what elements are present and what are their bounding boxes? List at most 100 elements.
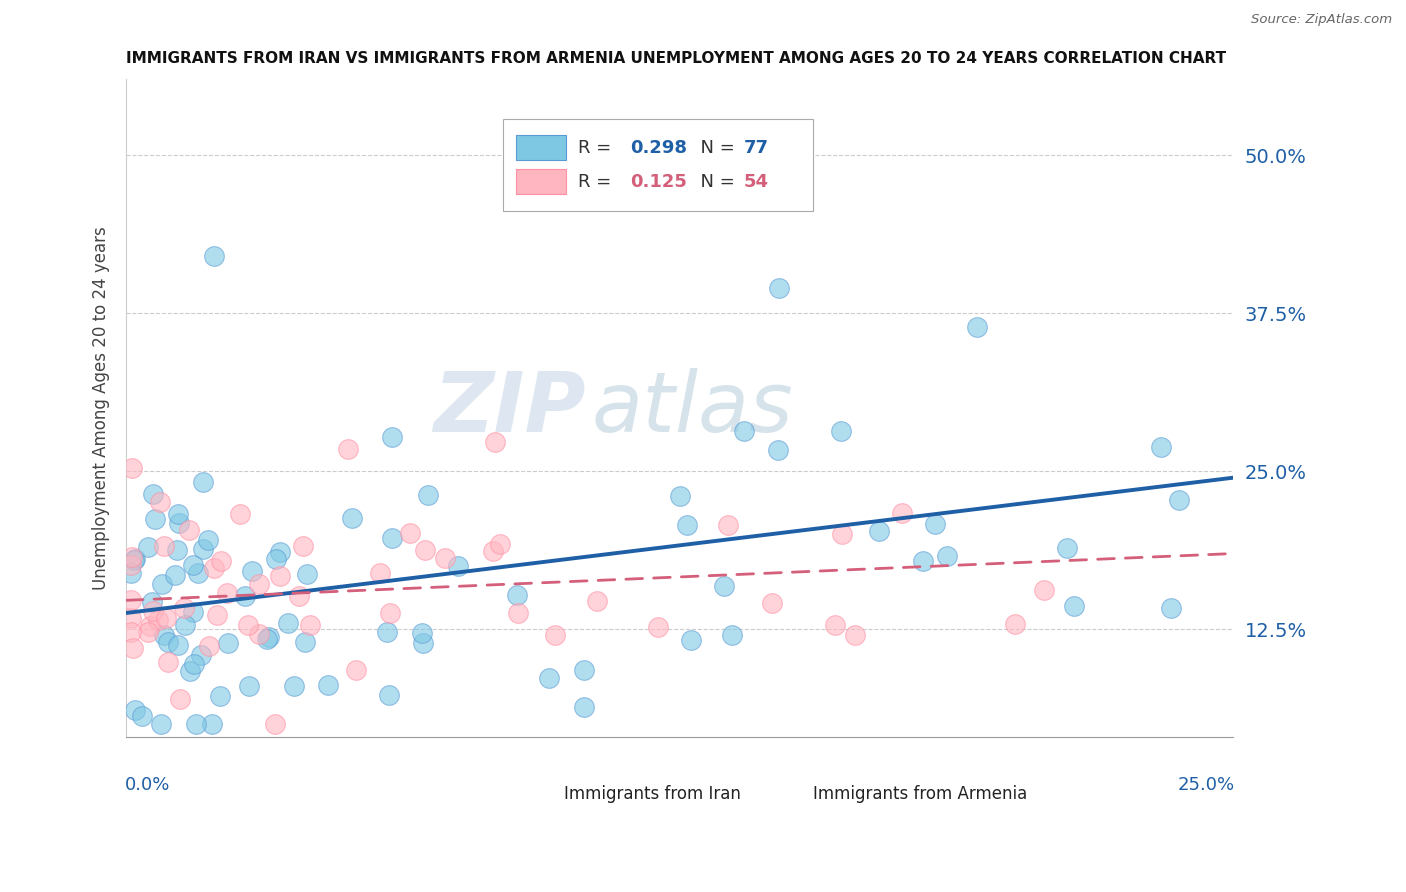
Point [537, 671, 560, 685]
Point [198, 639, 221, 653]
Point [124, 551, 146, 566]
Point [136, 624, 159, 639]
Point [647, 620, 669, 634]
Point [912, 554, 935, 568]
FancyBboxPatch shape [516, 169, 565, 194]
Point [830, 424, 852, 438]
Point [283, 679, 305, 693]
Point [679, 632, 702, 647]
Point [205, 607, 228, 622]
Text: N =: N = [689, 173, 740, 191]
Text: Immigrants from Armenia: Immigrants from Armenia [813, 785, 1026, 803]
Point [120, 558, 142, 572]
Point [209, 554, 232, 568]
Point [1168, 493, 1191, 508]
Point [488, 537, 510, 551]
Point [240, 564, 263, 578]
Point [150, 577, 173, 591]
Point [713, 579, 735, 593]
Point [844, 628, 866, 642]
Point [411, 625, 433, 640]
Point [717, 517, 740, 532]
Point [217, 585, 239, 599]
FancyBboxPatch shape [752, 780, 803, 806]
Point [413, 543, 436, 558]
Point [768, 281, 790, 295]
Point [378, 607, 401, 621]
Point [142, 487, 165, 501]
Point [1063, 599, 1085, 613]
Point [202, 561, 225, 575]
Point [544, 628, 567, 642]
Text: 0.125: 0.125 [630, 173, 688, 191]
Point [368, 566, 391, 580]
Point [179, 523, 201, 537]
Point [120, 611, 142, 625]
Point [167, 507, 190, 521]
Point [120, 624, 142, 639]
Point [294, 635, 316, 649]
Text: R =: R = [578, 139, 617, 157]
Point [155, 610, 177, 624]
Text: 0.298: 0.298 [630, 139, 688, 157]
Point [586, 594, 609, 608]
Point [187, 566, 209, 580]
Text: IMMIGRANTS FROM IRAN VS IMMIGRANTS FROM ARMENIA UNEMPLOYMENT AMONG AGES 20 TO 24: IMMIGRANTS FROM IRAN VS IMMIGRANTS FROM … [127, 51, 1226, 66]
Text: N =: N = [689, 139, 740, 157]
Point [316, 678, 339, 692]
Point [141, 594, 163, 608]
Point [121, 461, 143, 475]
Point [416, 488, 439, 502]
Point [197, 533, 219, 547]
Point [120, 592, 142, 607]
Point [676, 518, 699, 533]
Text: Source: ZipAtlas.com: Source: ZipAtlas.com [1251, 13, 1392, 27]
Point [191, 475, 214, 490]
Point [484, 434, 506, 449]
FancyBboxPatch shape [503, 780, 554, 806]
Point [891, 506, 914, 520]
FancyBboxPatch shape [516, 136, 565, 161]
Point [190, 648, 212, 662]
Point [868, 524, 890, 538]
Point [344, 663, 367, 677]
Point [269, 545, 291, 559]
Text: Immigrants from Iran: Immigrants from Iran [564, 785, 741, 803]
Point [238, 679, 260, 693]
Text: 77: 77 [744, 139, 769, 157]
Point [169, 691, 191, 706]
Point [292, 539, 315, 553]
Point [169, 516, 191, 530]
Point [233, 589, 256, 603]
Point [121, 549, 143, 564]
Point [966, 320, 988, 334]
Point [256, 632, 278, 646]
Y-axis label: Unemployment Among Ages 20 to 24 years: Unemployment Among Ages 20 to 24 years [93, 227, 110, 590]
Point [721, 628, 744, 642]
Point [217, 636, 239, 650]
Point [236, 618, 259, 632]
Point [375, 624, 398, 639]
Point [166, 542, 188, 557]
Point [734, 424, 756, 438]
Point [157, 634, 180, 648]
Point [122, 553, 145, 567]
Point [166, 638, 188, 652]
Text: 54: 54 [744, 173, 769, 191]
Point [173, 601, 195, 615]
Point [298, 618, 321, 632]
Point [1150, 440, 1173, 454]
Point [269, 568, 291, 582]
Point [201, 717, 224, 731]
Point [831, 526, 853, 541]
Point [482, 544, 505, 558]
Point [936, 549, 959, 564]
Point [277, 615, 299, 630]
Text: atlas: atlas [592, 368, 793, 449]
Point [669, 489, 692, 503]
Point [399, 526, 422, 541]
Point [247, 577, 270, 591]
Point [766, 442, 789, 457]
Point [287, 589, 309, 603]
Point [228, 507, 250, 521]
